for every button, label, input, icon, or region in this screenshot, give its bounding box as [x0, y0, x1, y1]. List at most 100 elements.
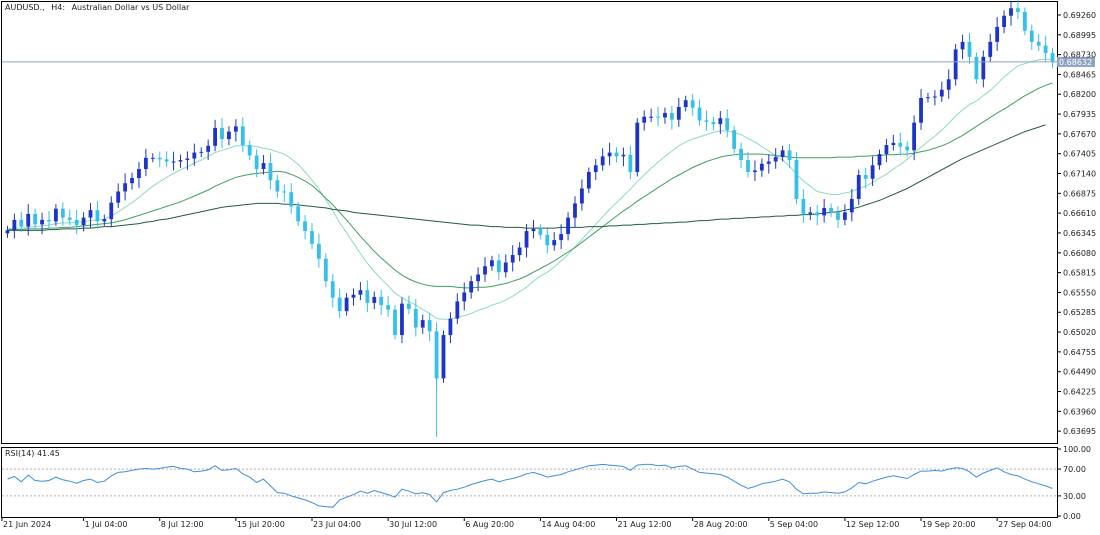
candle	[400, 297, 404, 344]
price-axis-tick-label: 0.68995	[1063, 31, 1096, 40]
candle	[932, 90, 937, 106]
candle	[192, 143, 197, 166]
candle-body	[150, 157, 155, 159]
candle	[836, 206, 840, 228]
candle	[26, 204, 31, 236]
price-axis-tick-label: 0.67935	[1063, 110, 1096, 119]
candle-body	[178, 160, 183, 162]
time-axis-tick-label: 21 Jun 2024	[3, 520, 51, 529]
candle	[669, 105, 674, 130]
time-axis-tick-label: 1 Jul 04:00	[85, 520, 128, 529]
candle	[732, 125, 737, 154]
candle-body	[455, 301, 460, 319]
candle-body	[753, 170, 757, 173]
candle-body	[233, 126, 238, 132]
candle-body	[690, 100, 695, 108]
candle-body	[137, 169, 141, 179]
candle-body	[47, 219, 51, 222]
candle	[171, 151, 176, 171]
candle-body	[483, 266, 487, 275]
price-axis-tick-label: 0.68730	[1063, 51, 1096, 60]
candle	[137, 161, 141, 188]
candle-body	[967, 41, 972, 57]
candle	[988, 33, 993, 63]
candle	[718, 110, 723, 135]
candle-body	[74, 219, 79, 226]
candle	[849, 189, 854, 222]
candle-body	[773, 157, 778, 162]
candle-body	[891, 142, 896, 146]
candle	[981, 50, 986, 88]
candle-body	[843, 212, 847, 220]
candle	[1009, 1, 1013, 26]
candle	[884, 138, 889, 163]
candle-body	[739, 148, 743, 161]
candle-body	[704, 120, 709, 122]
candle-body	[40, 219, 44, 225]
candle	[642, 110, 647, 131]
candle-body	[109, 202, 114, 220]
chart-title: AUDUSD., H4: Australian Dollar vs US Dol…	[5, 3, 190, 12]
candle	[1016, 0, 1020, 20]
chart-timeframe: H4:	[51, 3, 65, 12]
candle-body	[898, 142, 903, 147]
candle	[337, 288, 342, 319]
candle	[462, 282, 467, 311]
candle	[739, 142, 743, 169]
candle-body	[54, 208, 58, 222]
candle-body	[863, 175, 868, 179]
price-axis-tick-label: 0.67670	[1063, 130, 1096, 139]
candle	[815, 205, 820, 226]
candle-body	[794, 160, 799, 199]
candle-body	[531, 228, 536, 232]
candle-body	[427, 320, 432, 332]
candle-body	[19, 219, 24, 227]
candle	[448, 312, 453, 344]
candle-body	[420, 320, 425, 328]
price-axis-tick-label: 0.67405	[1063, 150, 1096, 159]
candle	[1050, 47, 1055, 69]
rsi-line	[7, 463, 1053, 508]
candle	[227, 126, 231, 146]
candle-body	[552, 240, 557, 246]
candle-body	[836, 212, 840, 220]
candle-body	[227, 131, 231, 140]
candle	[628, 145, 633, 180]
candle-body	[953, 49, 958, 80]
candle	[580, 179, 584, 211]
price-axis-tick-label: 0.63695	[1063, 427, 1096, 436]
candle-body	[476, 274, 480, 282]
candle-body	[185, 158, 190, 161]
candle	[690, 93, 695, 116]
candle-body	[628, 154, 633, 173]
candle	[974, 52, 979, 84]
candle	[289, 183, 294, 214]
candle-body	[919, 97, 923, 123]
candle	[635, 118, 640, 177]
candle-body	[5, 230, 10, 234]
candle	[545, 228, 550, 254]
candle	[358, 282, 363, 301]
candle-body	[317, 243, 321, 259]
candle-body	[503, 262, 508, 273]
price-axis-tick-label: 0.66080	[1063, 249, 1096, 258]
candle-body	[856, 175, 861, 199]
candle	[130, 172, 134, 190]
candle-body	[510, 255, 515, 263]
candle	[40, 212, 44, 235]
candle-body	[33, 213, 38, 225]
candle	[427, 312, 432, 342]
candle-body	[337, 297, 342, 312]
candle-body	[220, 127, 224, 140]
candle	[150, 153, 155, 163]
candle	[393, 305, 397, 340]
candle-body	[1022, 11, 1027, 31]
candle	[787, 144, 792, 169]
candle	[178, 154, 183, 168]
candle	[317, 233, 321, 268]
candle-body	[926, 97, 930, 99]
candle	[185, 151, 190, 170]
